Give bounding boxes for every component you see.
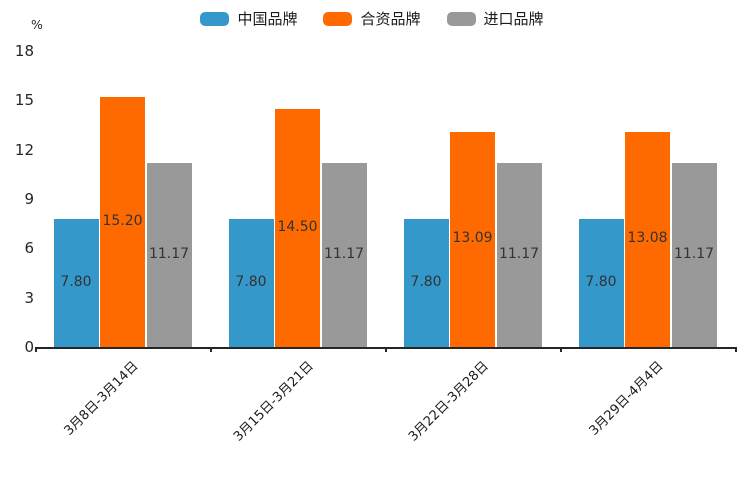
y-axis-unit-label: % [31,17,43,32]
bar-series0-group0 [53,218,99,347]
legend-item-label: 中国品牌 [237,10,298,28]
bar-value-label: 7.80 [60,273,92,290]
legend-item-2: 进口品牌 [446,8,544,29]
legend-item-1: 合资品牌 [323,8,421,29]
bar-series0-group2 [403,218,449,347]
x-tick-mark [735,347,737,352]
bar-series2-group1 [321,163,367,347]
bar-value-label: 15.20 [102,213,143,230]
bar-series2-group2 [496,163,542,347]
legend: 中国品牌 合资品牌 进口品牌 [0,8,744,29]
bar-value-label: 7.80 [410,273,442,290]
bar-value-label: 14.50 [277,218,318,235]
bar-value-label: 11.17 [673,246,715,263]
bar-series1-group3 [625,131,670,347]
legend-swatch-icon [323,11,353,26]
bar-series0-group3 [578,218,624,347]
bar-series1-group2 [450,131,495,347]
legend-item-0: 中国品牌 [200,8,297,29]
y-tick-label: 15 [14,91,34,110]
y-tick-label: 9 [24,190,34,208]
bar-series1-group0 [100,97,145,347]
bar-series0-group1 [228,218,274,347]
bar-series1-group1 [275,108,320,347]
x-category-label: 3月22日-3月28日 [406,358,492,445]
bar-series2-group3 [671,163,717,347]
bar-value-label: 11.17 [498,246,540,263]
x-tick-mark [385,347,387,352]
y-tick-label: 18 [14,42,34,60]
bar-value-label: 11.17 [148,246,190,263]
legend-item-label: 进口品牌 [483,10,544,28]
x-category-label: 3月8日-3月14日 [61,358,142,439]
bar-value-label: 13.09 [452,230,493,247]
y-tick-label: 12 [14,140,34,159]
y-tick-label: 3 [24,288,34,307]
x-category-label: 3月29日-4月4日 [586,358,667,439]
x-tick-mark [35,347,37,352]
y-tick-label: 6 [24,239,34,258]
bar-value-label: 7.80 [235,273,267,290]
legend-swatch-icon [446,11,476,26]
bar-value-label: 13.08 [627,230,668,247]
bar-series2-group0 [146,163,192,347]
x-category-label: 3月15日-3月21日 [231,358,317,445]
legend-swatch-icon [200,11,230,26]
x-tick-mark [560,347,562,352]
x-tick-mark [210,347,212,352]
bar-value-label: 7.80 [585,273,617,290]
legend-item-label: 合资品牌 [360,10,421,28]
y-tick-label: 0 [24,338,34,356]
bar-value-label: 11.17 [323,246,365,263]
